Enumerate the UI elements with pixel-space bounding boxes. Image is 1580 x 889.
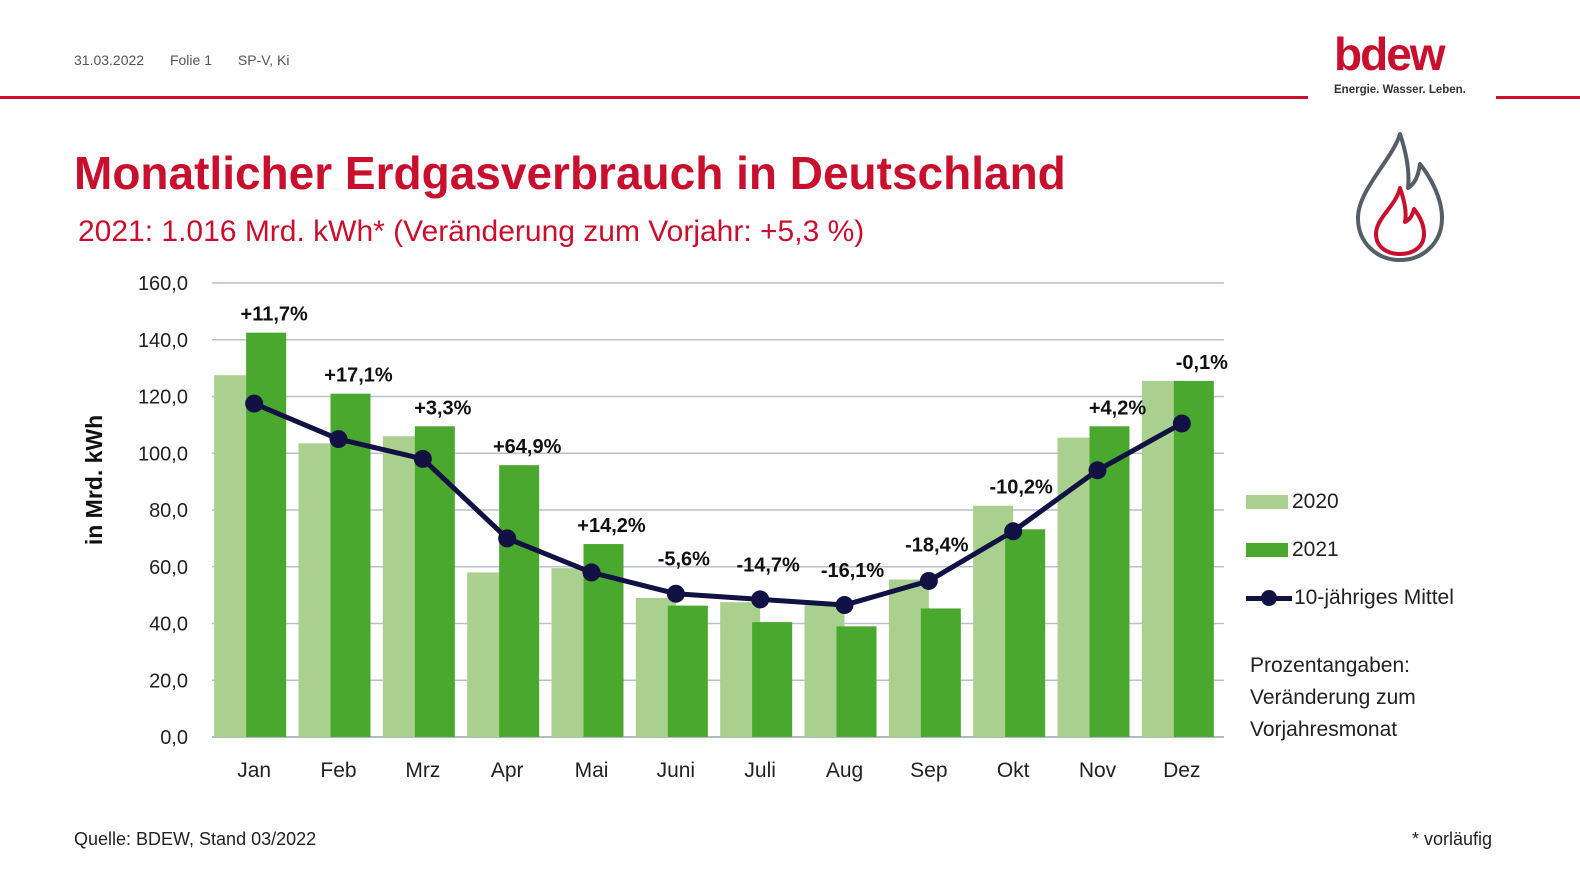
percentage-label: +4,2% bbox=[1089, 397, 1146, 419]
x-tick-label: Okt bbox=[997, 759, 1030, 782]
bar-2021 bbox=[499, 465, 540, 737]
legend-label-2020: 2020 bbox=[1292, 490, 1339, 513]
percentage-label: +64,9% bbox=[493, 436, 562, 458]
average-point bbox=[1172, 414, 1191, 433]
y-tick-label: 160,0 bbox=[138, 273, 188, 295]
bar-2021 bbox=[920, 608, 961, 737]
header-rule-right bbox=[1496, 96, 1580, 99]
percentage-label: -18,4% bbox=[905, 535, 969, 557]
percentage-label: -0,1% bbox=[1176, 352, 1228, 374]
legend-label-average: 10-jähriges Mittel bbox=[1294, 586, 1454, 609]
slide-author: SP-V, Ki bbox=[237, 52, 290, 68]
note-line-3: Vorjahresmonat bbox=[1250, 718, 1398, 741]
bar-2021 bbox=[1173, 380, 1214, 737]
legend-item-average: 10-jähriges Mittel bbox=[1246, 574, 1454, 622]
average-point bbox=[919, 571, 938, 590]
x-tick-label: Juni bbox=[657, 759, 696, 782]
x-tick-label: Juli bbox=[744, 759, 776, 782]
bar-2021 bbox=[667, 605, 708, 737]
note-line-1: Prozentangaben: bbox=[1250, 654, 1410, 677]
x-tick-label: Jan bbox=[237, 759, 271, 782]
y-tick-label: 140,0 bbox=[138, 330, 188, 352]
legend-swatch-2020 bbox=[1246, 495, 1288, 509]
y-tick-label: 120,0 bbox=[138, 387, 188, 409]
y-axis-label: in Mrd. kWh bbox=[81, 415, 107, 545]
logo-claim: Energie. Wasser. Leben. bbox=[1334, 84, 1466, 96]
bar-2021 bbox=[836, 626, 877, 737]
average-line bbox=[253, 401, 1184, 608]
average-point bbox=[835, 596, 854, 615]
percentage-label: -16,1% bbox=[821, 560, 885, 582]
x-tick-label: Nov bbox=[1079, 759, 1117, 782]
y-tick-label: 40,0 bbox=[149, 614, 188, 636]
x-tick-label: Aug bbox=[826, 759, 863, 782]
y-tick-label: 60,0 bbox=[149, 557, 188, 579]
footnote: * vorläufig bbox=[1412, 829, 1493, 849]
y-tick-label: 100,0 bbox=[138, 443, 188, 465]
bar-2021 bbox=[246, 332, 287, 737]
y-tick-label: 0,0 bbox=[160, 727, 188, 749]
bar-2021 bbox=[414, 426, 455, 737]
average-point bbox=[666, 584, 685, 603]
page-title: Monatlicher Erdgasverbrauch in Deutschla… bbox=[74, 147, 1066, 199]
y-tick-label: 80,0 bbox=[149, 500, 188, 522]
legend-label-2021: 2021 bbox=[1292, 538, 1339, 561]
legend-item-2020: 2020 bbox=[1246, 478, 1454, 526]
average-point bbox=[329, 430, 348, 449]
average-point bbox=[1004, 522, 1023, 541]
percentage-label: +14,2% bbox=[577, 515, 646, 537]
percentage-label: -5,6% bbox=[658, 549, 710, 571]
average-point bbox=[245, 394, 264, 413]
x-tick-label: Feb bbox=[320, 759, 356, 782]
page-subtitle: 2021: 1.016 Mrd. kWh* (Veränderung zum V… bbox=[78, 215, 865, 248]
header-rule-left bbox=[0, 96, 1308, 99]
legend-item-2021: 2021 bbox=[1246, 526, 1454, 574]
note-line-2: Veränderung zum bbox=[1250, 686, 1416, 709]
slide-date: 31.03.2022 bbox=[74, 52, 145, 68]
percentage-label: +17,1% bbox=[324, 365, 393, 387]
average-point bbox=[582, 563, 601, 582]
x-tick-label: Apr bbox=[491, 759, 524, 782]
logo-wordmark: bdew bbox=[1334, 28, 1446, 80]
x-tick-label: Dez bbox=[1163, 759, 1200, 782]
bdew-logo: bdew Energie. Wasser. Leben. bbox=[1334, 30, 1474, 96]
x-tick-label: Sep bbox=[910, 759, 947, 782]
legend-swatch-average bbox=[1246, 590, 1292, 606]
x-tick-label: Mai bbox=[575, 759, 609, 782]
chart-legend: 2020 2021 10-jähriges Mittel bbox=[1246, 478, 1454, 622]
source-note: Quelle: BDEW, Stand 03/2022 bbox=[74, 829, 317, 849]
bar-2021 bbox=[330, 393, 371, 737]
slide-meta: 31.03.2022 Folie 1 SP-V, Ki bbox=[74, 52, 312, 68]
percentage-label: +11,7% bbox=[241, 304, 309, 326]
percentage-label: +3,3% bbox=[414, 397, 471, 419]
flame-icon bbox=[1356, 132, 1444, 262]
slide-number: Folie 1 bbox=[169, 52, 212, 68]
y-tick-label: 20,0 bbox=[149, 670, 188, 692]
bar-2021 bbox=[1005, 529, 1046, 737]
average-point bbox=[498, 529, 517, 548]
x-tick-label: Mrz bbox=[405, 759, 440, 782]
bar-2021 bbox=[752, 622, 793, 737]
percentage-label: -10,2% bbox=[989, 477, 1053, 499]
average-point bbox=[751, 590, 770, 609]
legend-swatch-2021 bbox=[1246, 543, 1288, 557]
percentage-label: -14,7% bbox=[736, 554, 800, 576]
percentage-note: Prozentangaben: Veränderung zum Vorjahre… bbox=[1250, 650, 1416, 746]
average-point bbox=[413, 449, 432, 468]
average-point bbox=[1088, 461, 1107, 480]
